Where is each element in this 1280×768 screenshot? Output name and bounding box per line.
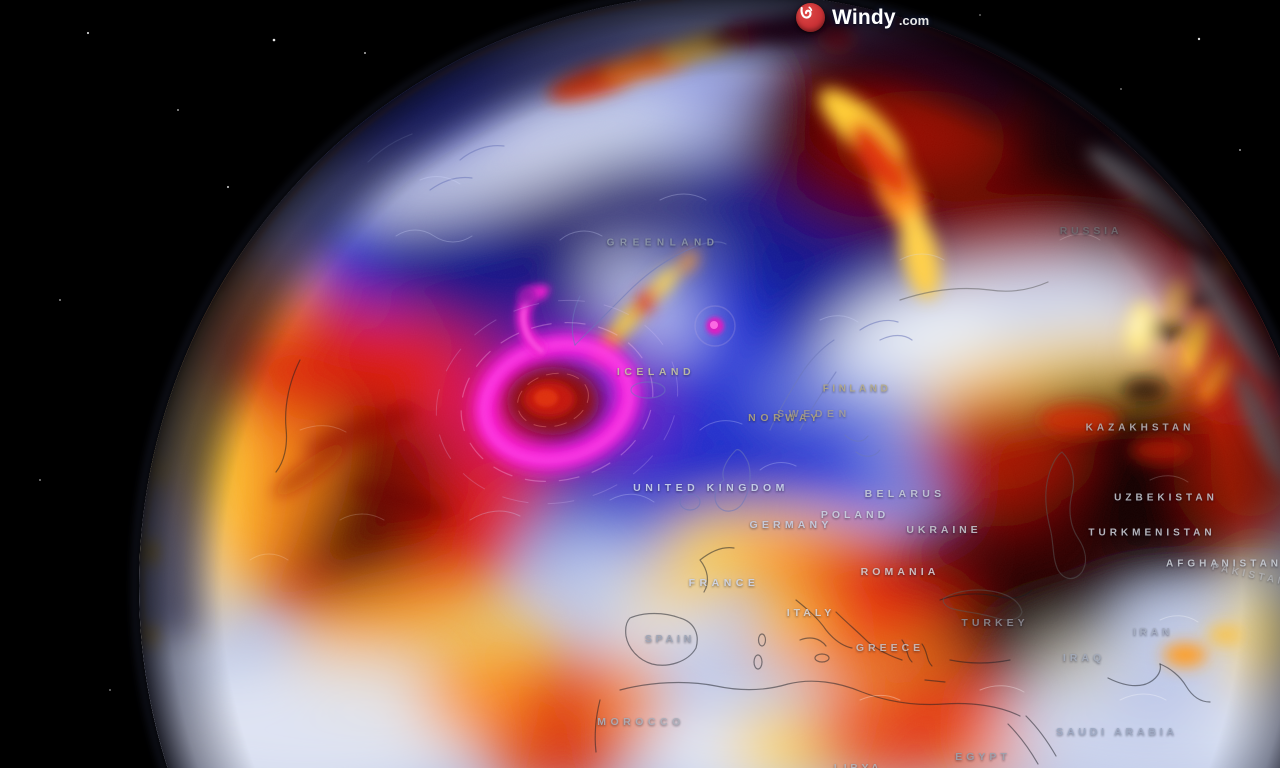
stars — [39, 14, 1241, 691]
windy-logo-icon — [796, 3, 825, 32]
globe-vignette — [139, 0, 1280, 768]
windy-logo-suffix: .com — [898, 13, 930, 28]
atmosphere-glow — [132, 0, 1280, 768]
windy-logo[interactable]: Windy .com — [796, 3, 929, 32]
windy-logo-text: Windy — [832, 5, 896, 29]
